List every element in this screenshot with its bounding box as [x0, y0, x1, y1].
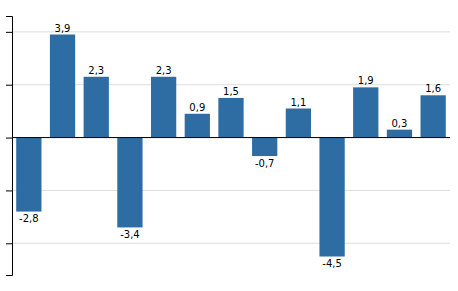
data-label: -2,8 [19, 213, 39, 224]
plot: -2,8 3,9 2,3 -3,4 2,3 0,9 1,5 -0,7 1,1 -4,5 1,9 0,3… [6, 17, 450, 276]
bar [84, 77, 109, 138]
bar [185, 114, 210, 138]
bar [16, 138, 41, 212]
tick [6, 138, 12, 139]
bar [252, 138, 277, 157]
data-labels: -2,8 3,9 2,3 -3,4 2,3 0,9 1,5 -0,7 1,1 -4,5 1,9 0,3… [19, 23, 441, 270]
data-label: -3,4 [120, 229, 140, 240]
tick [6, 32, 12, 33]
tick-mark [6, 32, 12, 33]
bar [421, 95, 446, 137]
data-label: 1,5 [223, 86, 239, 97]
bar [50, 35, 75, 138]
y-axis [6, 17, 13, 276]
chart: -2,8 3,9 2,3 -3,4 2,3 0,9 1,5 -0,7 1,1 -4,5 1,9 0,3… [0, 0, 458, 291]
tick-mark [6, 243, 12, 244]
grid-line [12, 31, 450, 32]
grid-line [12, 243, 450, 244]
data-label: -4,5 [322, 258, 342, 269]
grid-line [12, 137, 450, 138]
data-label: 1,1 [290, 97, 306, 108]
tick [6, 190, 12, 191]
bar [387, 130, 412, 138]
data-label: 0,3 [392, 118, 408, 129]
grid-line [12, 190, 450, 191]
bar [117, 138, 142, 228]
bar [151, 77, 176, 138]
data-label: 1,6 [425, 83, 441, 94]
tick-mark [6, 85, 12, 86]
bars [16, 35, 446, 257]
tick-mark [6, 190, 12, 191]
data-label: 2,3 [88, 65, 104, 76]
axis-line [6, 17, 13, 276]
tick [6, 85, 12, 86]
bar [218, 98, 243, 138]
data-label: 3,9 [55, 23, 71, 34]
grid [12, 32, 450, 243]
bar [286, 109, 311, 138]
tick-mark [6, 138, 12, 139]
data-label: 2,3 [156, 65, 172, 76]
bar [353, 87, 378, 137]
bar [319, 138, 344, 257]
data-label: 1,9 [358, 75, 374, 86]
tick [6, 243, 12, 244]
data-label: 0,9 [189, 102, 205, 113]
data-label: -0,7 [255, 158, 275, 169]
zero-line [12, 137, 450, 138]
